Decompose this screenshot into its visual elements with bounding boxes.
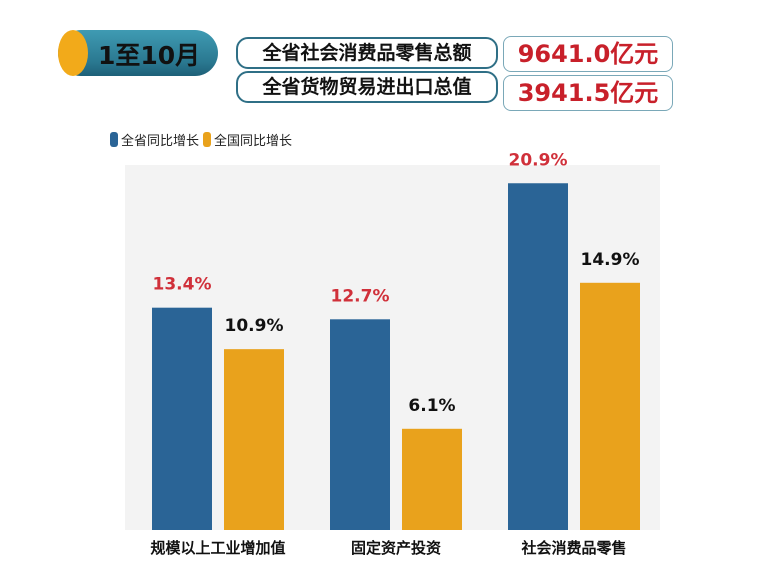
category-label: 社会消费品零售 xyxy=(520,539,626,557)
data-label: 14.9% xyxy=(581,250,640,270)
plot-area xyxy=(125,165,660,530)
legend-swatch xyxy=(110,132,118,147)
data-label: 6.1% xyxy=(408,396,455,416)
cylinder-cap xyxy=(58,30,88,76)
data-label: 12.7% xyxy=(331,286,390,306)
category-label: 固定资产投资 xyxy=(351,539,441,557)
bar xyxy=(580,282,640,530)
bar xyxy=(152,307,212,530)
bar xyxy=(508,183,568,530)
data-label: 10.9% xyxy=(225,316,284,336)
stat-label: 全省社会消费品零售总额 xyxy=(236,37,498,69)
period-label: 1至10月 xyxy=(98,41,201,70)
data-label: 13.4% xyxy=(153,275,212,295)
legend-label: 全国同比增长 xyxy=(214,134,293,149)
category-label: 规模以上工业增加值 xyxy=(150,539,285,557)
stat-value: 9641.0亿元 xyxy=(503,36,673,72)
legend: 全省同比增长 全国同比增长 xyxy=(110,130,292,149)
period-badge: 1至10月 xyxy=(58,30,218,76)
stat-value: 3941.5亿元 xyxy=(503,75,673,111)
bar xyxy=(224,349,284,530)
data-label: 20.9% xyxy=(509,150,568,170)
stat-label: 全省货物贸易进出口总值 xyxy=(236,71,498,103)
bar xyxy=(330,319,390,530)
legend-label: 全省同比增长 xyxy=(121,134,200,149)
legend-swatch xyxy=(203,132,212,147)
bar xyxy=(402,428,462,530)
